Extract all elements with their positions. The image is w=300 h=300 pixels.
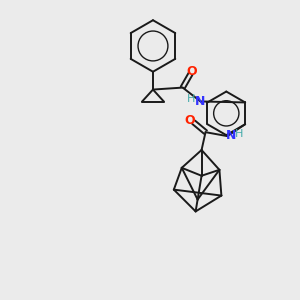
Text: N: N — [226, 129, 236, 142]
Text: O: O — [186, 65, 197, 78]
Text: O: O — [184, 114, 195, 127]
Text: N: N — [195, 95, 206, 108]
Text: H: H — [186, 94, 195, 104]
Text: H: H — [235, 129, 243, 139]
